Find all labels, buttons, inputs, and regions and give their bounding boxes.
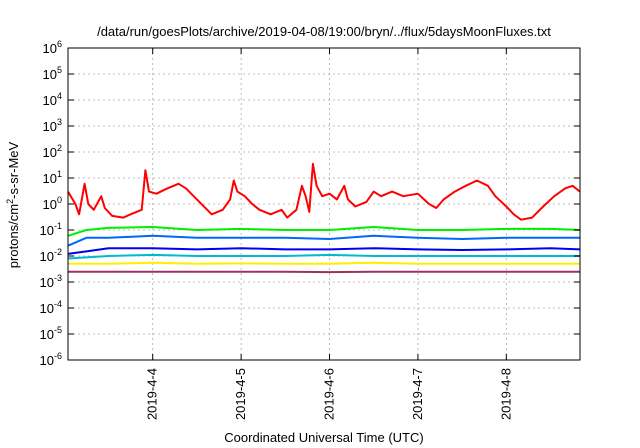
x-tick-label: 2019-4-6: [322, 368, 337, 420]
y-axis-label-sup: 2: [5, 199, 15, 204]
y-tick-label-exp: -2: [54, 247, 62, 257]
y-tick-label-exp: 4: [57, 91, 62, 101]
y-tick-label-base: 10: [40, 275, 54, 290]
tick-marks: [68, 47, 580, 361]
y-tick-label-base: 10: [40, 353, 54, 368]
y-tick-label: 10-5: [40, 325, 62, 342]
y-tick-label: 10-6: [40, 351, 62, 368]
y-tick-label-base: 10: [43, 197, 57, 212]
x-tick-label: 2019-4-8: [498, 368, 513, 420]
y-tick-label-exp: 3: [57, 117, 62, 127]
y-tick-label-exp: 2: [57, 143, 62, 153]
y-tick-label-exp: -3: [54, 273, 62, 283]
y-tick-label-base: 10: [43, 119, 57, 134]
y-tick-labels: 10-610-510-410-310-210-11001011021031041…: [40, 39, 62, 368]
y-tick-label-exp: 6: [57, 39, 62, 49]
y-tick-label-base: 10: [40, 327, 54, 342]
y-tick-label: 10-2: [40, 247, 62, 264]
y-tick-label: 103: [43, 117, 62, 134]
y-tick-label: 104: [43, 91, 62, 108]
y-axis-label: protons/cm2-s-sr-MeV: [5, 141, 21, 268]
series-line-1: [67, 162, 581, 221]
y-tick-label-exp: -5: [54, 325, 62, 335]
y-tick-label: 105: [43, 65, 62, 82]
series-line-6: [68, 261, 580, 265]
y-tick-label: 10-3: [40, 273, 62, 290]
series-line-5: [67, 253, 580, 260]
y-tick-label-base: 10: [40, 301, 54, 316]
y-tick-label-exp: -4: [54, 299, 62, 309]
y-tick-label: 100: [43, 195, 62, 212]
y-axis-label-rest: -s-sr-MeV: [6, 141, 21, 198]
series-group: [67, 162, 581, 274]
x-tick-label: 2019-4-5: [233, 368, 248, 420]
y-tick-label-exp: -1: [54, 221, 62, 231]
x-axis-label: Coordinated Universal Time (UTC): [224, 430, 423, 445]
y-tick-label: 10-4: [40, 299, 62, 316]
y-tick-label-base: 10: [43, 41, 57, 56]
y-axis-label-base: protons/cm: [6, 204, 21, 268]
x-tick-labels: 2019-4-4 2019-4-5 2019-4-6 2019-4-7 2019-4-8: [145, 368, 514, 420]
series-line-3: [67, 234, 580, 247]
y-tick-label-exp: 1: [57, 169, 62, 179]
y-tick-label-exp: 5: [57, 65, 62, 75]
y-tick-label-base: 10: [43, 145, 57, 160]
y-tick-label: 102: [43, 143, 62, 160]
y-tick-label-base: 10: [40, 249, 54, 264]
y-tick-label-base: 10: [40, 223, 54, 238]
y-tick-label: 10-1: [40, 221, 62, 238]
x-tick-label: 2019-4-7: [410, 368, 425, 420]
chart-title: /data/run/goesPlots/archive/2019-04-08/1…: [97, 24, 551, 39]
y-tick-label-exp: 0: [57, 195, 62, 205]
y-tick-label-exp: -6: [54, 351, 62, 361]
y-tick-label-base: 10: [43, 93, 57, 108]
y-tick-label-base: 10: [43, 67, 57, 82]
series-line-4: [67, 247, 581, 255]
y-tick-label: 106: [43, 39, 62, 56]
y-tick-label: 101: [43, 169, 62, 186]
series-line-2: [67, 226, 581, 237]
y-tick-label-base: 10: [43, 171, 57, 186]
x-tick-label: 2019-4-4: [145, 368, 160, 420]
